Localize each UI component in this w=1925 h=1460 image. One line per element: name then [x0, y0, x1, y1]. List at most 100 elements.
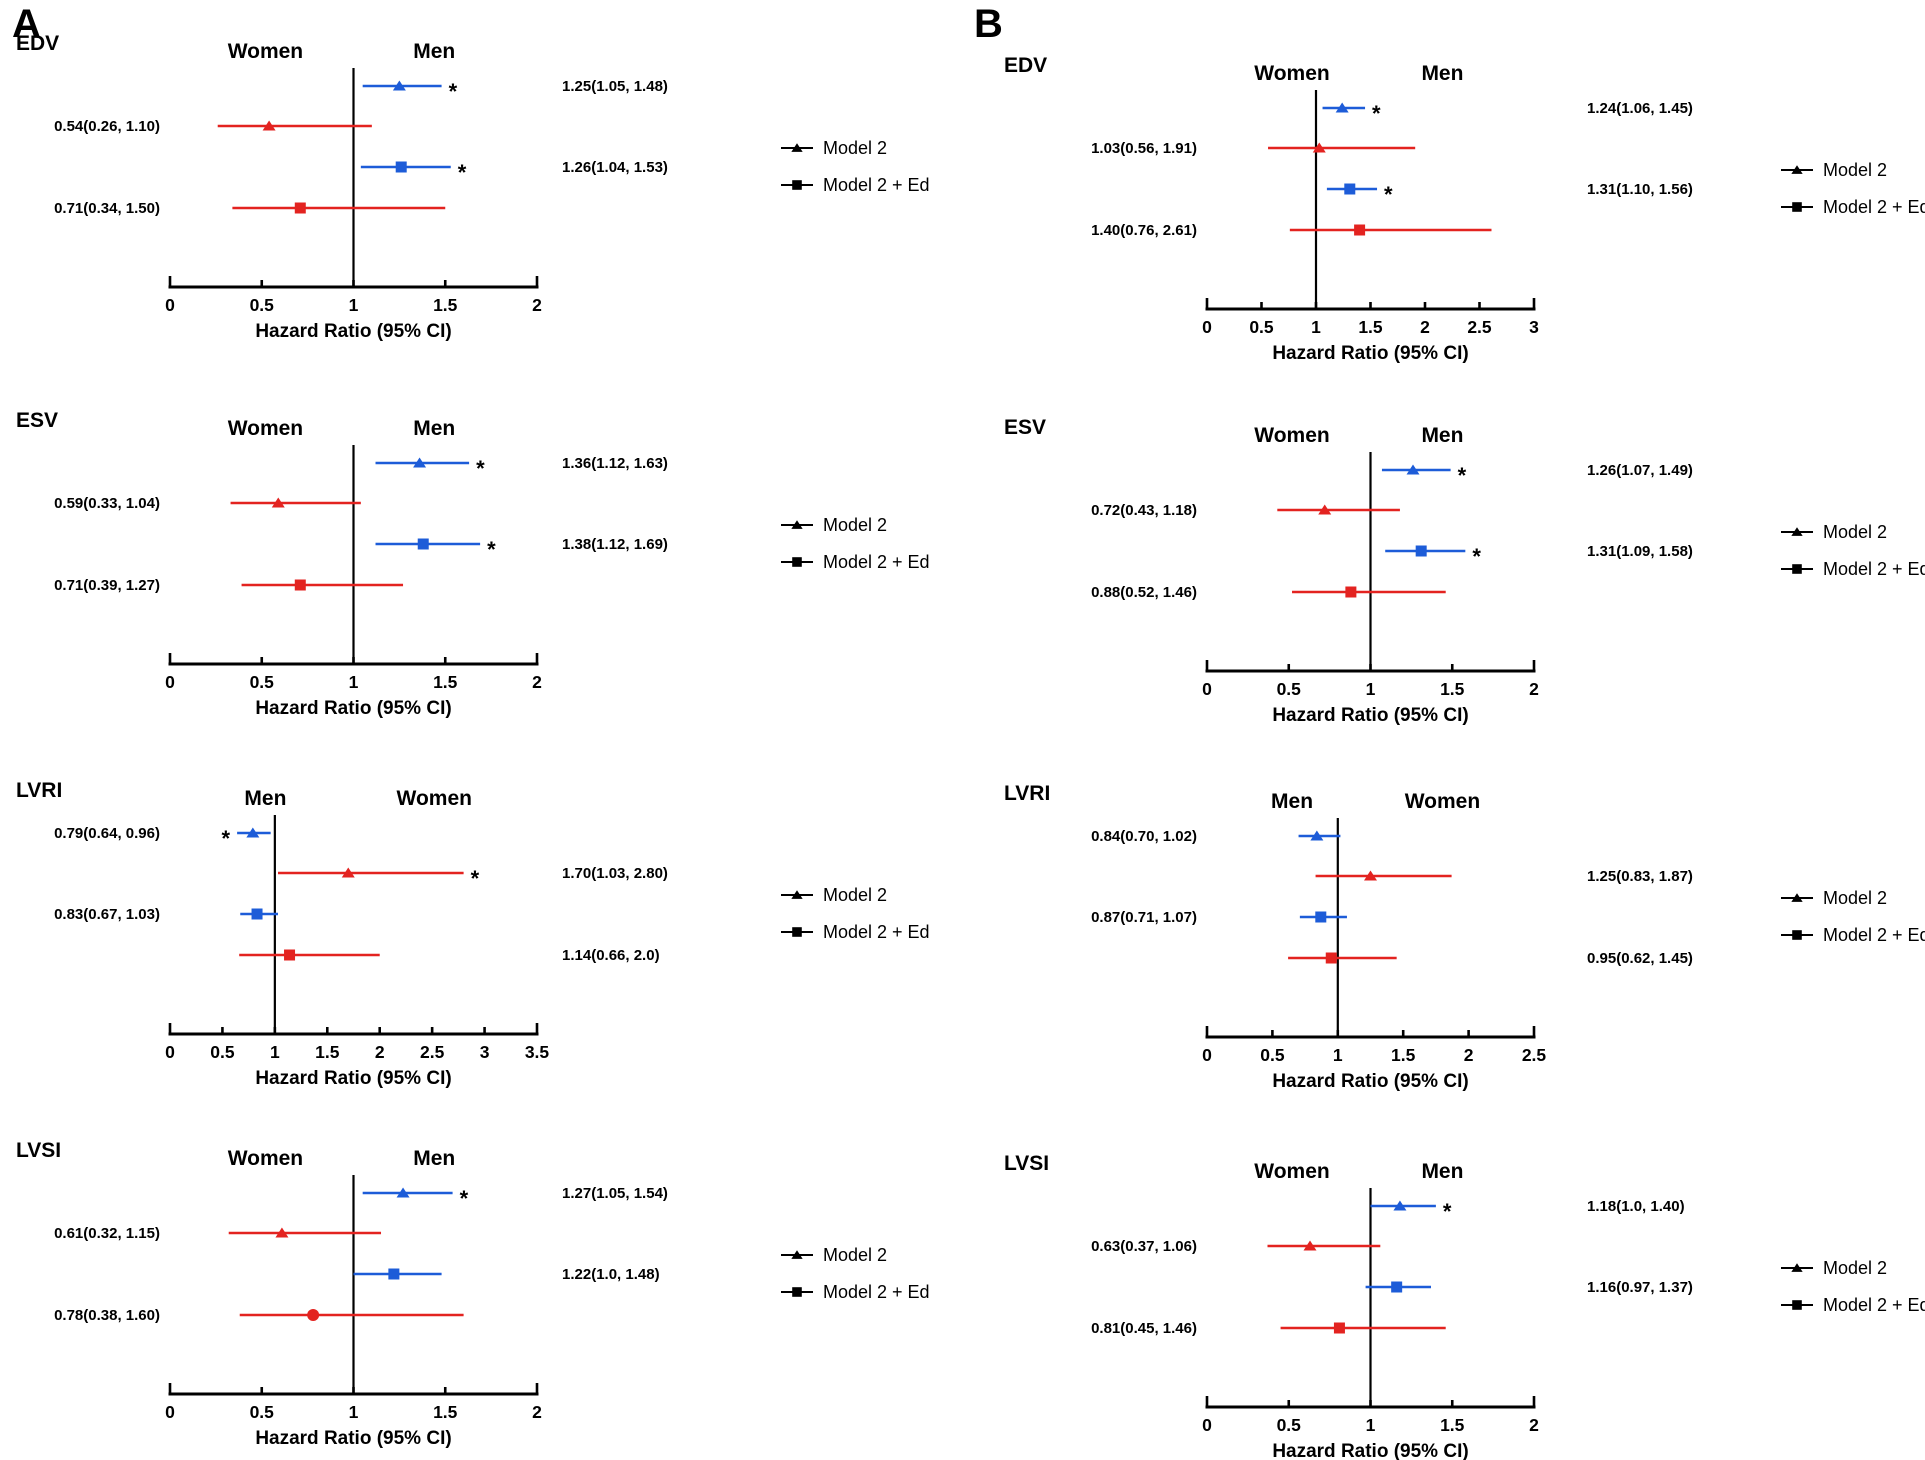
row-men-model2-ed-value-label: 0.87(0.71, 1.07) — [1091, 909, 1197, 926]
forest-panel-a-lvri: LVRI Men Women * 0.79(0.64, 0.96) * 1.70(1.03,… — [16, 779, 930, 1089]
legend-label: Model 2 — [823, 515, 887, 535]
legend-square-marker — [1792, 202, 1802, 212]
left-group-header: Women — [1254, 1160, 1329, 1183]
row-women-model2-ed-value-label: 0.95(0.62, 1.45) — [1587, 950, 1693, 967]
legend-label: Model 2 + Ed — [823, 1282, 930, 1302]
row-men-model2-significance-star: * — [449, 79, 458, 104]
x-tick-label: 0.5 — [1260, 1045, 1285, 1065]
row-men-model2-ed-value-label: 1.31(1.09, 1.58) — [1587, 543, 1693, 560]
x-tick-label: 1 — [1333, 1045, 1343, 1065]
row-men-model2-ed-square-marker — [388, 1268, 400, 1280]
x-tick-label: 1.5 — [1391, 1045, 1416, 1065]
row-men-model2-ed-value-label: 1.16(0.97, 1.37) — [1587, 1279, 1693, 1296]
row-women-model2-ed-value-label: 0.71(0.34, 1.50) — [54, 200, 160, 217]
x-tick-label: 1 — [349, 295, 359, 315]
row-men-model2-significance-star: * — [222, 826, 231, 851]
legend-label: Model 2 — [1823, 1258, 1887, 1278]
row-women-model2-triangle-marker — [1303, 1240, 1317, 1251]
right-group-header: Men — [413, 417, 455, 440]
legend-triangle-marker — [1791, 893, 1803, 902]
row-women-model2-ed-square-marker — [1354, 224, 1366, 236]
left-group-header: Women — [1254, 424, 1329, 447]
row-women-model2-value-label: 0.72(0.43, 1.18) — [1091, 502, 1197, 519]
legend-label: Model 2 — [823, 885, 887, 905]
row-men-model2-ed-significance-star: * — [1472, 544, 1481, 569]
row-men-model2-triangle-marker — [396, 1187, 410, 1198]
row-women-model2-ed-square-marker — [1325, 952, 1337, 964]
row-women-model2-significance-star: * — [471, 866, 480, 891]
x-tick-label: 0.5 — [1249, 317, 1274, 337]
x-tick-label: 0.5 — [250, 672, 275, 692]
row-men-model2-triangle-marker — [1335, 102, 1349, 113]
panel-title: LVRI — [1004, 782, 1050, 805]
row-men-model2-triangle-marker — [392, 80, 406, 91]
legend-triangle-marker — [1791, 1263, 1803, 1272]
x-tick-label: 1 — [349, 1402, 359, 1422]
legend-triangle-marker — [791, 890, 803, 899]
row-men-model2-ed-value-label: 1.38(1.12, 1.69) — [562, 536, 668, 553]
row-men-model2-ed-square-marker — [1415, 545, 1427, 557]
row-women-model2-triangle-marker — [1364, 870, 1377, 881]
column-label-a: A — [12, 2, 41, 46]
x-tick-label: 0.5 — [1277, 679, 1302, 699]
forest-panel-b-lvsi: LVSI Women Men * 1.18(1.0, 1.40) 0.63(0.37, 1… — [1004, 1152, 1925, 1460]
row-women-model2-ed-square-marker — [294, 202, 306, 214]
panel-title: EDV — [1004, 54, 1047, 77]
x-tick-label: 1.5 — [315, 1042, 340, 1062]
row-women-model2-ed-value-label: 1.14(0.66, 2.0) — [562, 947, 660, 964]
x-tick-label: 0 — [1202, 1045, 1212, 1065]
x-tick-label: 0 — [165, 1402, 175, 1422]
row-men-model2-ed-square-marker — [251, 908, 263, 920]
panel-title: LVSI — [1004, 1152, 1049, 1175]
row-men-model2-ed-value-label: 0.83(0.67, 1.03) — [54, 906, 160, 923]
row-men-model2-ed-square-marker — [1391, 1281, 1403, 1293]
row-women-model2-value-label: 0.54(0.26, 1.10) — [54, 118, 160, 135]
row-men-model2-ed-significance-star: * — [1384, 182, 1393, 207]
row-women-model2-ed-value-label: 0.81(0.45, 1.46) — [1091, 1320, 1197, 1337]
forest-panel-a-esv: ESV Women Men * 1.36(1.12, 1.63) 0.59(0.33, 1… — [16, 409, 930, 719]
legend-label: Model 2 + Ed — [1823, 559, 1925, 579]
x-tick-label: 1.5 — [1440, 679, 1465, 699]
x-tick-label: 0 — [1202, 679, 1212, 699]
x-tick-label: 0 — [1202, 1415, 1212, 1435]
row-men-model2-triangle-marker — [413, 457, 427, 468]
row-women-model2-triangle-marker — [271, 497, 285, 508]
x-tick-label: 0 — [165, 672, 175, 692]
x-axis-title: Hazard Ratio (95% CI) — [1272, 343, 1468, 364]
panel-title: EDV — [16, 32, 59, 55]
panel-title: LVRI — [16, 779, 62, 802]
legend-label: Model 2 — [1823, 888, 1887, 908]
x-tick-label: 1.5 — [1440, 1415, 1465, 1435]
row-men-model2-significance-star: * — [460, 1186, 469, 1211]
legend-square-marker — [1792, 564, 1802, 574]
x-tick-label: 2.5 — [1522, 1045, 1547, 1065]
row-women-model2-triangle-marker — [1312, 142, 1326, 153]
panel-title: LVSI — [16, 1139, 61, 1162]
x-tick-label: 0.5 — [250, 1402, 275, 1422]
row-men-model2-triangle-marker — [246, 827, 260, 838]
legend-square-marker — [792, 927, 802, 937]
legend-label: Model 2 + Ed — [1823, 1295, 1925, 1315]
row-women-model2-value-label: 0.59(0.33, 1.04) — [54, 495, 160, 512]
legend-label: Model 2 + Ed — [823, 922, 930, 942]
legend-triangle-marker — [791, 1250, 803, 1259]
x-tick-label: 0.5 — [250, 295, 275, 315]
row-men-model2-ed-square-marker — [417, 538, 429, 550]
row-men-model2-value-label: 1.26(1.07, 1.49) — [1587, 462, 1693, 479]
row-men-model2-value-label: 1.24(1.06, 1.45) — [1587, 100, 1693, 117]
forest-panel-b-esv: ESV Women Men * 1.26(1.07, 1.49) 0.72(0.43, 1… — [1004, 416, 1925, 726]
x-tick-label: 1.5 — [433, 672, 458, 692]
x-tick-label: 2 — [1529, 1415, 1539, 1435]
row-women-model2-value-label: 0.61(0.32, 1.15) — [54, 1225, 160, 1242]
legend-triangle-marker — [1791, 527, 1803, 536]
row-women-model2-ed-square-marker — [294, 579, 306, 591]
legend-label: Model 2 + Ed — [823, 552, 930, 572]
row-men-model2-triangle-marker — [1310, 830, 1324, 841]
row-men-model2-value-label: 0.84(0.70, 1.02) — [1091, 828, 1197, 845]
x-tick-label: 0 — [1202, 317, 1212, 337]
left-group-header: Women — [1254, 62, 1329, 85]
x-tick-label: 2 — [532, 295, 542, 315]
left-group-header: Women — [228, 417, 303, 440]
x-tick-label: 0 — [165, 295, 175, 315]
